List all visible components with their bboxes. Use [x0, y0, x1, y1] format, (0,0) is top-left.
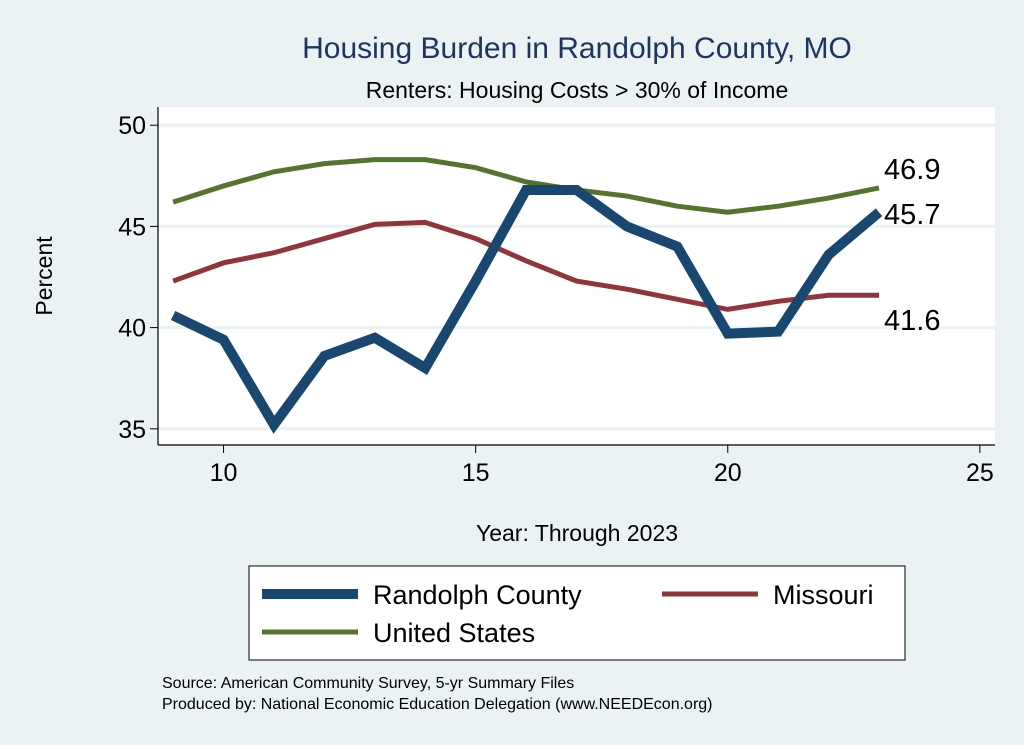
x-tick-label: 15	[462, 459, 490, 487]
x-axis-label: Year: Through 2023	[476, 520, 678, 546]
series-line-united-states	[172, 157, 880, 215]
y-tick-label: 35	[118, 416, 146, 444]
end-label-randolph-county: 45.7	[884, 199, 940, 231]
producer-note: Produced by: National Economic Education…	[162, 696, 713, 713]
x-tick-label: 10	[210, 459, 238, 487]
series-line-randolph-county	[170, 184, 883, 434]
y-axis-label: Percent	[31, 236, 57, 316]
series-line-missouri	[172, 219, 880, 312]
y-tick-label: 40	[118, 315, 146, 343]
legend-label-randolph: Randolph County	[373, 580, 582, 610]
chart-subtitle: Renters: Housing Costs > 30% of Income	[366, 77, 789, 103]
legend-label-us: United States	[373, 618, 535, 648]
chart-title: Housing Burden in Randolph County, MO	[302, 32, 852, 65]
y-tick-label: 45	[118, 213, 146, 241]
end-label-missouri: 41.6	[884, 305, 940, 337]
legend-label-missouri: Missouri	[773, 580, 874, 610]
legend	[248, 565, 906, 661]
source-note: Source: American Community Survey, 5-yr …	[162, 675, 574, 692]
end-label-united-states: 46.9	[884, 154, 940, 186]
y-tick-label: 50	[118, 112, 146, 140]
x-tick-label: 20	[714, 459, 742, 487]
x-tick-label: 25	[966, 459, 994, 487]
plot-area	[158, 107, 995, 445]
